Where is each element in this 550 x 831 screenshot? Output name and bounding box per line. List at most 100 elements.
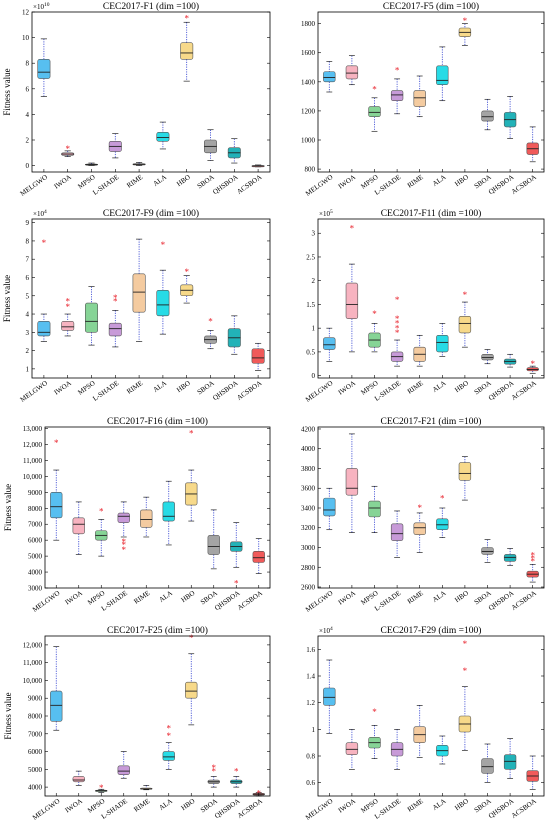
outlier-marker: * xyxy=(395,328,400,338)
chart-title: CEC2017-F1 (dim =100) xyxy=(103,1,199,12)
x-tick-label: RIME xyxy=(125,379,144,396)
outlier-marker: * xyxy=(440,493,445,503)
y-tick-label: 10 xyxy=(22,34,30,42)
box-l-shade xyxy=(108,133,122,159)
box-mpso: * xyxy=(95,783,108,793)
y-tick-label: 1 xyxy=(312,325,316,333)
axis-exponent-power: 5 xyxy=(330,209,333,215)
box-body xyxy=(162,751,175,761)
box-body xyxy=(117,765,130,775)
y-tick-label: 11,000 xyxy=(23,659,42,667)
y-tick-label: 1600 xyxy=(301,49,316,57)
box-iwoa xyxy=(72,770,85,786)
y-tick-label: 3800 xyxy=(301,465,316,473)
box-ala: ** xyxy=(162,724,175,770)
y-axis-label: Fitness value xyxy=(3,692,13,739)
box-qhsboa xyxy=(503,353,517,368)
outlier-marker: * xyxy=(234,766,239,776)
x-tick-label: HBO xyxy=(453,589,470,604)
outlier-marker: * xyxy=(234,578,239,588)
box-l-shade xyxy=(117,751,130,779)
outlier-marker: * xyxy=(65,302,70,312)
y-tick-label: 10,000 xyxy=(23,473,43,481)
outlier-marker: * xyxy=(372,84,377,94)
box-body xyxy=(481,353,494,361)
box-body xyxy=(323,71,336,83)
x-tick-label: RIME xyxy=(132,589,151,606)
box-body xyxy=(390,90,404,102)
box-mpso xyxy=(85,286,98,346)
box-body xyxy=(436,334,449,353)
outlier-marker: * xyxy=(212,763,217,773)
axis-exponent-label: ×105 xyxy=(319,209,333,218)
box-melgwo xyxy=(37,38,51,97)
y-tick-label: 3400 xyxy=(301,504,316,512)
y-tick-label: 1800 xyxy=(301,20,316,28)
box-body xyxy=(345,468,359,496)
x-tick-label: QHSBOA xyxy=(487,797,515,820)
outlier-marker: * xyxy=(212,766,217,776)
box-melgwo xyxy=(323,61,336,93)
x-tick-label: HBO xyxy=(453,379,470,394)
y-tick-label: 13,000 xyxy=(23,425,43,433)
box-qhsboa xyxy=(227,315,241,355)
y-tick-label: 0 xyxy=(312,372,316,380)
chart-title: CEC2017-F11 (dim =100) xyxy=(381,208,482,219)
box-l-shade xyxy=(390,510,404,558)
x-tick-label: IWOA xyxy=(53,379,73,396)
chart-panel-4: CEC2017-F11 (dim =100) ×105 0 0.5 1 1.5 2 2.5 3 *… xyxy=(304,208,545,404)
box-l-shade: *** xyxy=(117,501,130,555)
y-tick-label: 5000 xyxy=(28,553,43,561)
box-mpso xyxy=(368,485,381,533)
box-acsboa xyxy=(252,538,265,574)
box-iwoa xyxy=(72,501,85,555)
box-sboa xyxy=(481,98,494,131)
x-tick-label: MELGWO xyxy=(304,797,334,822)
chart-title: CEC2017-F16 (dim =100) xyxy=(107,416,208,427)
box-rime xyxy=(140,496,153,538)
x-tick-label: ALA xyxy=(158,797,174,812)
outlier-marker: * xyxy=(189,633,194,643)
x-tick-label: ACSBOA xyxy=(235,173,263,196)
outlier-marker: * xyxy=(372,309,377,319)
box-hbo: ** xyxy=(458,639,472,751)
y-tick-label: 11,000 xyxy=(23,457,42,465)
x-tick-label: RIME xyxy=(406,379,425,396)
outlier-marker: * xyxy=(463,666,468,676)
outlier-marker: * xyxy=(113,296,118,306)
x-tick-label: ALA xyxy=(431,797,447,812)
outlier-marker: * xyxy=(350,224,355,234)
outlier-marker: * xyxy=(189,429,194,439)
x-tick-label: ALA xyxy=(431,173,447,188)
outlier-marker: * xyxy=(42,238,47,248)
x-tick-label: IWOA xyxy=(64,589,84,606)
box-sboa: * xyxy=(204,317,217,350)
box-ala: * xyxy=(436,493,449,538)
box-body xyxy=(50,690,63,722)
y-tick-label: 2800 xyxy=(301,564,316,572)
box-body xyxy=(162,501,175,522)
outlier-marker: * xyxy=(167,724,172,734)
outlier-marker: * xyxy=(395,319,400,329)
y-tick-label: 800 xyxy=(305,166,316,174)
box-body xyxy=(390,523,404,541)
box-rime xyxy=(413,705,426,758)
y-tick-label: 7000 xyxy=(28,521,43,529)
outlier-marker: * xyxy=(395,65,400,75)
box-body xyxy=(413,90,426,107)
box-body xyxy=(85,302,98,333)
y-tick-label: 8000 xyxy=(28,505,43,513)
box-acsboa xyxy=(526,755,539,790)
box-qhsboa: * xyxy=(230,522,243,588)
chart-title: CEC2017-F9 (dim =100) xyxy=(103,208,199,219)
box-rime xyxy=(132,162,146,166)
x-tick-label: QHSBOA xyxy=(211,173,239,196)
chart-title: CEC2017-F5 (dim =100) xyxy=(383,1,479,12)
box-body xyxy=(345,282,359,319)
y-tick-label: 1200 xyxy=(301,107,316,115)
box-body xyxy=(108,322,122,337)
outlier-marker: * xyxy=(65,296,70,306)
x-tick-label: ACSBOA xyxy=(510,797,538,820)
x-tick-label: L-SHADE xyxy=(91,173,120,197)
y-tick-label: 3000 xyxy=(301,544,316,552)
